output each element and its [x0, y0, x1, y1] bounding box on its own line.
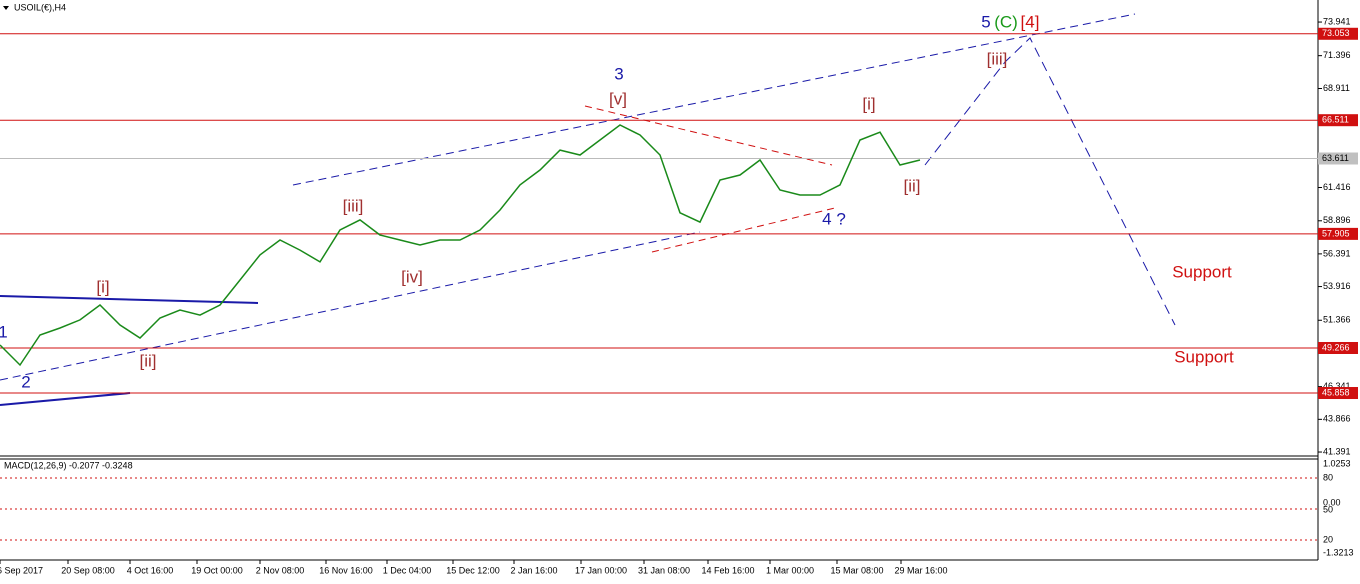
- level-box: [1318, 227, 1358, 240]
- level-box: [1318, 341, 1358, 354]
- wedge-bottom: [651, 207, 836, 253]
- x-tick-label: 16 Nov 16:00: [319, 565, 373, 575]
- wave-label: 4 ?: [822, 209, 846, 228]
- level-box: [1318, 27, 1358, 40]
- wave-label: [ii]: [140, 351, 157, 370]
- level-label: 57.905: [1322, 228, 1350, 238]
- y-tick-label: 46.341: [1323, 381, 1351, 391]
- wave-label: 5: [981, 12, 990, 31]
- y-tick-label: 43.866: [1323, 414, 1351, 424]
- wave-label: [iii]: [343, 196, 364, 215]
- level-box: [1318, 387, 1358, 400]
- x-tick-label: 4 Oct 16:00: [127, 565, 174, 575]
- channel-bottom: [0, 231, 701, 381]
- support-label: Support: [1172, 262, 1232, 281]
- wedge-top: [584, 105, 833, 166]
- y-tick-label: 58.896: [1323, 215, 1351, 225]
- y-tick-label: 56.391: [1323, 248, 1351, 258]
- x-tick-label: 14 Feb 16:00: [701, 565, 754, 575]
- triangle-top: [0, 295, 259, 304]
- wave-label: [ii]: [904, 176, 921, 195]
- wave-label: 2: [21, 372, 30, 391]
- y-tick-label: 61.416: [1323, 182, 1351, 192]
- wave-label: [v]: [609, 89, 627, 108]
- wave-label: [i]: [96, 277, 109, 296]
- x-tick-label: 29 Mar 16:00: [894, 565, 947, 575]
- y-tick-label: 51.366: [1323, 315, 1351, 325]
- y-tick-label: 73.941: [1323, 16, 1351, 26]
- x-tick-label: 15 Mar 08:00: [830, 565, 883, 575]
- x-tick-label: 1 Mar 00:00: [766, 565, 814, 575]
- macd-title: MACD(12,26,9) -0.2077 -0.3248: [4, 460, 133, 470]
- level-label: 45.858: [1322, 387, 1350, 397]
- y-tick-label: 53.916: [1323, 281, 1351, 291]
- trend-lines: [0, 13, 1176, 406]
- x-tick-label: 20 Sep 08:00: [61, 565, 115, 575]
- support-label: Support: [1174, 347, 1234, 366]
- x-tick-label: 15 Dec 12:00: [446, 565, 500, 575]
- level-label: 49.266: [1322, 342, 1350, 352]
- x-tick-label: 2 Jan 16:00: [510, 565, 557, 575]
- chart-title: USOIL(€),H4: [14, 2, 66, 12]
- wave-label: 3: [614, 64, 623, 83]
- x-tick-label: 2 Nov 08:00: [256, 565, 305, 575]
- wave-label: [iv]: [401, 267, 423, 286]
- macd-axis-label: 80: [1323, 472, 1333, 482]
- wave-label: [i]: [862, 94, 875, 113]
- macd-axis-label: 1.0253: [1323, 458, 1351, 468]
- y-tick-label: 68.911: [1323, 83, 1350, 93]
- menu-arrow: [3, 6, 9, 10]
- wave-label: 1: [0, 322, 8, 341]
- wave-label: (C): [994, 12, 1018, 31]
- x-tick-label: 6 Sep 2017: [0, 565, 43, 575]
- level-box: [1318, 114, 1358, 127]
- level-label: 66.511: [1322, 115, 1349, 125]
- x-tick-label: 17 Jan 00:00: [575, 565, 627, 575]
- y-tick-label: 41.391: [1323, 446, 1351, 456]
- channel-top: [292, 13, 1136, 186]
- x-tick-label: 31 Jan 08:00: [638, 565, 690, 575]
- macd-axis-label: 50: [1323, 504, 1333, 514]
- projection: [924, 37, 1176, 326]
- triangle-bottom: [0, 392, 131, 406]
- level-label: 73.053: [1322, 28, 1350, 38]
- x-tick-label: 1 Dec 04:00: [383, 565, 432, 575]
- macd-axis-label: -1.3213: [1323, 547, 1354, 557]
- x-tick-label: 19 Oct 00:00: [191, 565, 243, 575]
- current-price-label: 63.611: [1322, 153, 1349, 163]
- current-price-box: [1318, 152, 1358, 165]
- y-tick-label: 71.396: [1323, 50, 1351, 60]
- macd-axis-label: 20: [1323, 534, 1333, 544]
- macd-axis-label: 0.00: [1323, 497, 1341, 507]
- wave-label: [4]: [1021, 12, 1040, 31]
- price-line: [0, 124, 921, 367]
- wave-label: [iii]: [987, 49, 1008, 68]
